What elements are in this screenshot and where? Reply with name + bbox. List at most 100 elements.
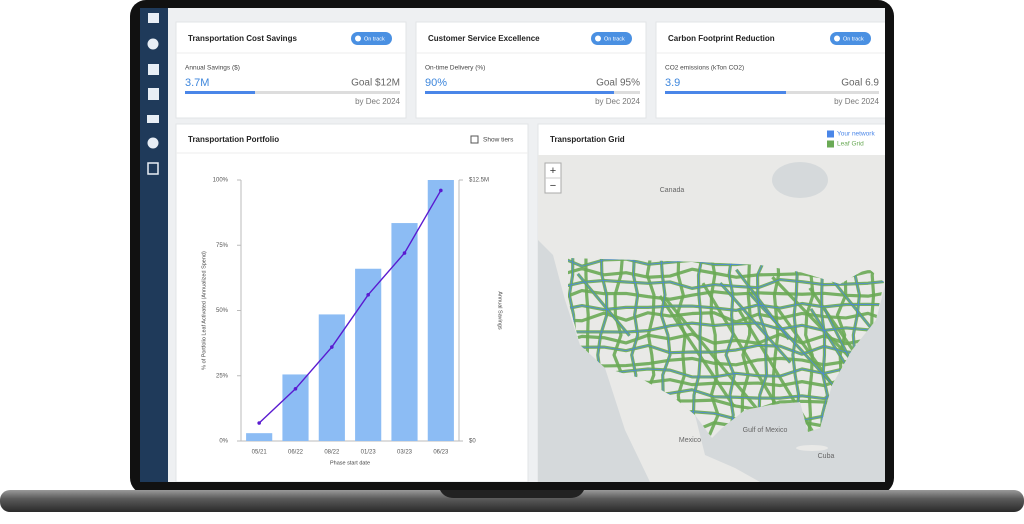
chart: 0% 25% 50% 75% 100% $0 $12.5M 05/21 06/22 08/22 01… bbox=[201, 178, 502, 467]
grid-route bbox=[771, 276, 857, 365]
kpi-value: 90% bbox=[425, 77, 447, 89]
y-tick-label: 0% bbox=[219, 439, 228, 445]
kpi-deadline: by Dec 2024 bbox=[355, 97, 400, 106]
kpi-value: 3.9 bbox=[665, 77, 680, 89]
y2-tick-label: $12.5M bbox=[469, 178, 489, 184]
status-badge[interactable] bbox=[351, 32, 392, 45]
grid-route bbox=[568, 332, 884, 346]
badge-icon bbox=[834, 35, 840, 42]
status: On track bbox=[604, 36, 625, 42]
line-point bbox=[402, 251, 407, 255]
x-tick-label: 06/22 bbox=[288, 450, 304, 456]
map-title: Transportation Grid bbox=[550, 135, 625, 144]
legend-label: Leaf Grid bbox=[837, 141, 864, 148]
kpi-title: Customer Service Excellence bbox=[428, 34, 540, 43]
progress-track bbox=[185, 91, 400, 94]
grid-route bbox=[804, 258, 815, 436]
network-route bbox=[577, 273, 630, 337]
zoom-in[interactable]: + bbox=[550, 165, 556, 177]
map-label: Mexico bbox=[679, 437, 701, 444]
line-point bbox=[366, 293, 370, 297]
line-point bbox=[257, 421, 261, 425]
notch bbox=[440, 490, 584, 498]
line-point bbox=[293, 387, 298, 391]
x-tick-label: 08/22 bbox=[324, 450, 340, 456]
network-route bbox=[725, 258, 735, 436]
kpi-deadline: by Dec 2024 bbox=[834, 97, 879, 106]
map-legend: Your network Leaf Grid bbox=[827, 130, 875, 148]
checkbox[interactable] bbox=[470, 135, 479, 144]
network-route bbox=[568, 344, 884, 355]
chart-title: Transportation Portfolio bbox=[188, 135, 279, 144]
kpi-card: Transportation Cost Savings On track Ann… bbox=[175, 21, 407, 119]
map[interactable]: Canada Mexico Gulf of Mexico Cuba + − bbox=[538, 155, 915, 482]
progress-fill bbox=[185, 91, 255, 94]
x-tick-label: 01/23 bbox=[361, 450, 377, 456]
badge-icon bbox=[595, 35, 601, 42]
kpi-goal: Goal 95% bbox=[596, 78, 640, 89]
kpi-card: Customer Service Excellence On track On-… bbox=[415, 21, 647, 119]
status: On track bbox=[843, 36, 864, 42]
bar bbox=[391, 223, 418, 441]
kpi-title: Carbon Footprint Reduction bbox=[668, 34, 775, 43]
grid-route bbox=[663, 297, 759, 411]
land-cuba bbox=[796, 445, 828, 451]
progress-fill bbox=[425, 91, 614, 94]
network-route bbox=[748, 292, 846, 399]
line bbox=[258, 190, 442, 424]
grid-route bbox=[568, 356, 884, 368]
icon-compass[interactable] bbox=[147, 38, 159, 50]
network-route bbox=[719, 282, 791, 363]
line-point bbox=[330, 345, 334, 349]
map-label: Cuba bbox=[818, 453, 835, 460]
zoom-out[interactable]: − bbox=[550, 180, 556, 192]
status-badge[interactable] bbox=[591, 32, 632, 45]
land-mexico bbox=[605, 368, 760, 482]
line-point bbox=[439, 188, 443, 193]
bar bbox=[282, 374, 309, 441]
network-route bbox=[756, 258, 767, 436]
checkbox-label: Show tiers bbox=[483, 137, 514, 144]
grid-route bbox=[658, 295, 736, 408]
y-tick-label: 25% bbox=[216, 373, 229, 379]
y-axis-title: % of Portfolio Leaf Activated (Annualize… bbox=[201, 251, 207, 370]
kpi-goal: Goal 6.9 bbox=[841, 78, 879, 89]
kpi-cards: Transportation Cost Savings On track Ann… bbox=[175, 21, 885, 119]
network-route bbox=[736, 269, 790, 340]
icon-help[interactable] bbox=[147, 137, 159, 149]
icon-truck[interactable] bbox=[147, 115, 159, 123]
portfolio-panel bbox=[175, 123, 529, 482]
icon-logout[interactable] bbox=[147, 162, 159, 175]
y2-axis-title: Annual Savings bbox=[497, 291, 503, 329]
icon-dashboard[interactable] bbox=[148, 64, 159, 75]
kpi-goal: Goal $12M bbox=[351, 78, 400, 89]
legend-swatch bbox=[827, 140, 834, 148]
bar bbox=[427, 180, 454, 441]
sidebar bbox=[140, 8, 168, 482]
network-route bbox=[568, 279, 884, 289]
legend-label: Your network bbox=[837, 131, 875, 138]
x-tick-label: 05/21 bbox=[252, 450, 268, 456]
map-label: Gulf of Mexico bbox=[743, 427, 788, 434]
sidebar-icons bbox=[147, 13, 159, 175]
x-axis-title: Phase start date bbox=[330, 460, 370, 466]
bar bbox=[246, 433, 273, 441]
progress-fill bbox=[665, 91, 786, 94]
y-tick-label: 100% bbox=[213, 178, 229, 184]
metric-label: CO2 emissions (kTon CO2) bbox=[665, 65, 744, 72]
metric-label: Annual Savings ($) bbox=[185, 65, 240, 72]
network-route bbox=[823, 269, 884, 383]
metric-label: On-time Delivery (%) bbox=[425, 65, 485, 72]
x-tick-label: 06/23 bbox=[433, 450, 449, 456]
icon-clipboard[interactable] bbox=[148, 88, 159, 100]
map-label: Canada bbox=[660, 187, 685, 194]
status: On track bbox=[364, 36, 385, 42]
legend-swatch bbox=[827, 130, 834, 138]
laptop-base bbox=[0, 490, 1024, 512]
status-badge[interactable] bbox=[830, 32, 871, 45]
network-route bbox=[693, 258, 703, 436]
kpi-deadline: by Dec 2024 bbox=[595, 97, 640, 106]
icon-building[interactable] bbox=[148, 13, 159, 23]
